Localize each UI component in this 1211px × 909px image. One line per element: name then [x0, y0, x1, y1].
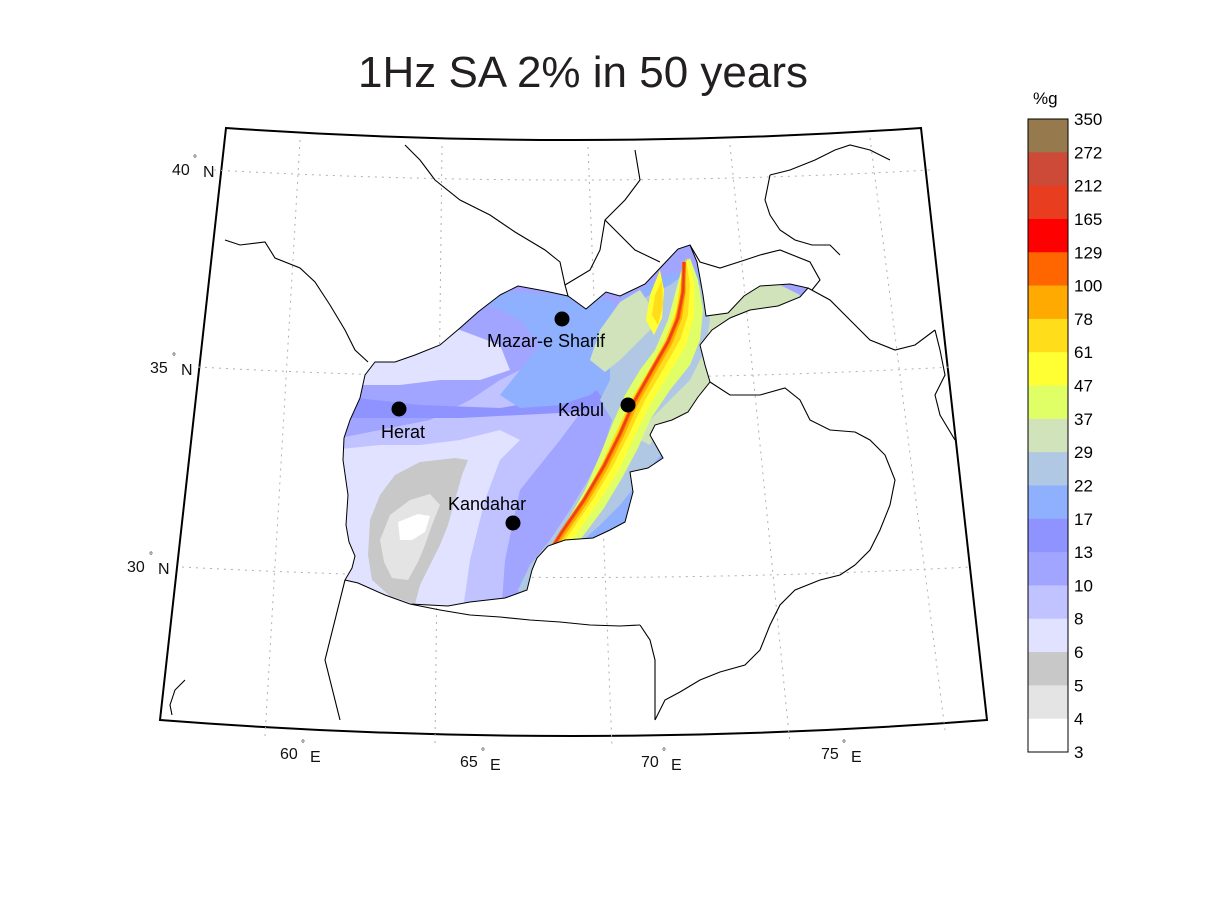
lon-label-65: 65	[460, 754, 478, 771]
svg-text:E: E	[310, 749, 321, 766]
lon-label-75: 75	[821, 746, 839, 763]
colorbar-swatch-10	[1028, 585, 1068, 620]
colorbar-label-272: 272	[1074, 143, 1102, 162]
colorbar-label-350: 350	[1074, 110, 1102, 129]
colorbar-swatch-61	[1028, 352, 1068, 387]
colorbar-swatch-272	[1028, 152, 1068, 187]
graticule	[181, 137, 971, 748]
city-marker-kandahar	[505, 515, 521, 531]
colorbar-label-29: 29	[1074, 443, 1093, 462]
svg-text:°: °	[149, 551, 153, 562]
colorbar-label-17: 17	[1074, 510, 1093, 529]
colorbar-swatch-8	[1028, 618, 1068, 653]
colorbar-swatch-78	[1028, 318, 1068, 353]
svg-text:E: E	[671, 757, 682, 774]
colorbar-label-10: 10	[1074, 576, 1093, 595]
svg-text:°: °	[193, 154, 197, 165]
colorbar-label-100: 100	[1074, 277, 1102, 296]
colorbar-swatch-6	[1028, 652, 1068, 686]
colorbar-label-4: 4	[1074, 710, 1083, 729]
colorbar-swatch-17	[1028, 518, 1068, 553]
colorbar-label-212: 212	[1074, 177, 1102, 196]
longitude-labels: 60 ° E 65 ° E 70 ° E 75 ° E	[280, 739, 862, 774]
colorbar-label-78: 78	[1074, 310, 1093, 329]
colorbar-swatch-4	[1028, 718, 1068, 753]
city-marker-kabul	[620, 397, 636, 413]
latitude-labels: 40 ° N 35 ° N 30 ° N	[127, 154, 215, 578]
city-label-herat: Herat	[381, 422, 425, 442]
cities: Mazar-e Sharif Herat Kabul Kandahar	[381, 311, 636, 531]
svg-text:°: °	[842, 739, 846, 750]
colorbar-label-129: 129	[1074, 243, 1102, 262]
city-marker-herat	[391, 401, 407, 417]
city-label-kandahar: Kandahar	[448, 494, 526, 514]
colorbar-label-165: 165	[1074, 210, 1102, 229]
colorbar-label-47: 47	[1074, 377, 1093, 396]
lon-label-60: 60	[280, 746, 298, 763]
svg-text:°: °	[481, 747, 485, 758]
colorbar-swatch-13	[1028, 552, 1068, 586]
colorbar-swatch-22	[1028, 485, 1068, 520]
lon-label-70: 70	[641, 754, 659, 771]
colorbar-label-8: 8	[1074, 610, 1083, 629]
colorbar-label-6: 6	[1074, 643, 1083, 662]
colorbar-label-3: 3	[1074, 743, 1083, 762]
svg-text:E: E	[851, 749, 862, 766]
colorbar-label-61: 61	[1074, 343, 1093, 362]
svg-text:°: °	[301, 739, 305, 750]
colorbar-label-5: 5	[1074, 676, 1083, 695]
colorbar-swatch-100	[1028, 285, 1068, 320]
city-marker-mazar-e-sharif	[554, 311, 570, 327]
svg-text:N: N	[203, 164, 215, 181]
colorbar: %g 350 272 212 165 129 100 78 61 47 37 29 22 17 13 10 8…	[1027, 89, 1102, 762]
colorbar-swatch-350	[1028, 119, 1068, 153]
lat-label-40: 40	[172, 162, 190, 179]
svg-text:°: °	[662, 747, 666, 758]
lat-label-35: 35	[150, 360, 168, 377]
map-title: 1Hz SA 2% in 50 years	[357, 48, 808, 97]
colorbar-swatch-212	[1028, 185, 1068, 220]
colorbar-unit: %g	[1033, 89, 1058, 108]
colorbar-swatch-47	[1028, 385, 1068, 420]
svg-text:N: N	[181, 362, 193, 379]
svg-text:°: °	[172, 352, 176, 363]
lat-label-30: 30	[127, 559, 145, 576]
svg-text:N: N	[158, 561, 170, 578]
colorbar-label-22: 22	[1074, 476, 1093, 495]
colorbar-label-37: 37	[1074, 410, 1093, 429]
afghanistan-border	[342, 244, 809, 607]
colorbar-swatch-37	[1028, 418, 1068, 453]
city-label-kabul: Kabul	[558, 400, 604, 420]
colorbar-swatch-29	[1028, 452, 1068, 486]
colorbar-swatch-5	[1028, 685, 1068, 720]
country-borders	[169, 144, 956, 721]
colorbar-swatch-129	[1028, 252, 1068, 287]
colorbar-label-13: 13	[1074, 543, 1093, 562]
city-label-mazar-e-sharif: Mazar-e Sharif	[487, 331, 606, 351]
svg-text:E: E	[490, 757, 501, 774]
colorbar-swatch-165	[1028, 218, 1068, 253]
